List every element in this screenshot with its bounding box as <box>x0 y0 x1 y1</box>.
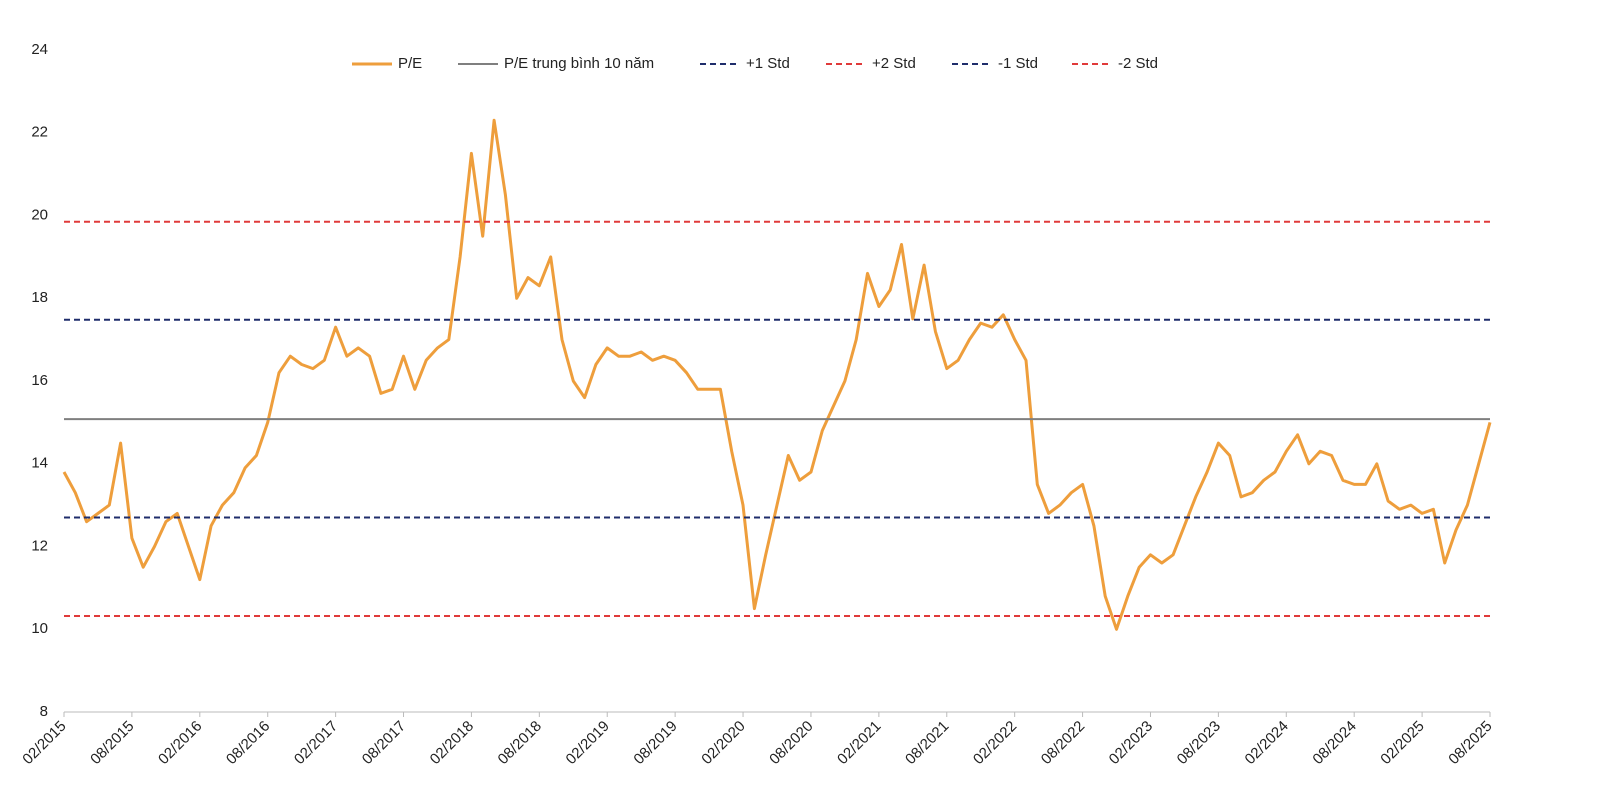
legend-label: P/E <box>398 55 422 72</box>
x-tick-label: 08/2019 <box>630 718 680 768</box>
x-tick-label: 08/2015 <box>87 718 137 768</box>
x-tick-label: 02/2017 <box>291 718 341 768</box>
y-tick-label: 24 <box>31 41 48 58</box>
x-tick-label: 02/2021 <box>834 718 884 768</box>
y-tick-label: 20 <box>31 206 48 223</box>
x-tick-label: 02/2019 <box>563 718 613 768</box>
y-tick-label: 22 <box>31 124 48 141</box>
y-tick-label: 10 <box>31 620 48 637</box>
y-tick-label: 18 <box>31 289 48 306</box>
y-tick-label: 14 <box>31 455 48 472</box>
legend-label: P/E trung bình 10 năm <box>504 55 654 72</box>
x-tick-label: 02/2015 <box>19 718 69 768</box>
x-tick-label: 08/2023 <box>1174 718 1224 768</box>
x-tick-label: 08/2020 <box>766 718 816 768</box>
legend-label: -1 Std <box>998 55 1038 72</box>
x-tick-label: 08/2024 <box>1309 718 1359 768</box>
x-tick-label: 08/2016 <box>223 718 273 768</box>
x-tick-label: 02/2022 <box>970 718 1020 768</box>
x-tick-label: 02/2020 <box>698 718 748 768</box>
x-tick-label: 08/2021 <box>902 718 952 768</box>
x-tick-label: 08/2017 <box>359 718 409 768</box>
y-tick-label: 8 <box>40 703 48 720</box>
legend-label: +2 Std <box>872 55 916 72</box>
x-tick-label: 02/2024 <box>1242 718 1292 768</box>
y-tick-label: 16 <box>31 372 48 389</box>
x-tick-label: 02/2018 <box>427 718 477 768</box>
legend-label: +1 Std <box>746 55 790 72</box>
x-tick-label: 08/2022 <box>1038 718 1088 768</box>
x-tick-label: 02/2016 <box>155 718 205 768</box>
x-tick-label: 08/2018 <box>495 718 545 768</box>
x-tick-label: 02/2025 <box>1377 718 1427 768</box>
pe-line <box>62 118 1492 631</box>
x-tick-label: 08/2025 <box>1445 718 1495 768</box>
x-tick-label: 02/2023 <box>1106 718 1156 768</box>
y-tick-label: 12 <box>31 537 48 554</box>
legend-label: -2 Std <box>1118 55 1158 72</box>
